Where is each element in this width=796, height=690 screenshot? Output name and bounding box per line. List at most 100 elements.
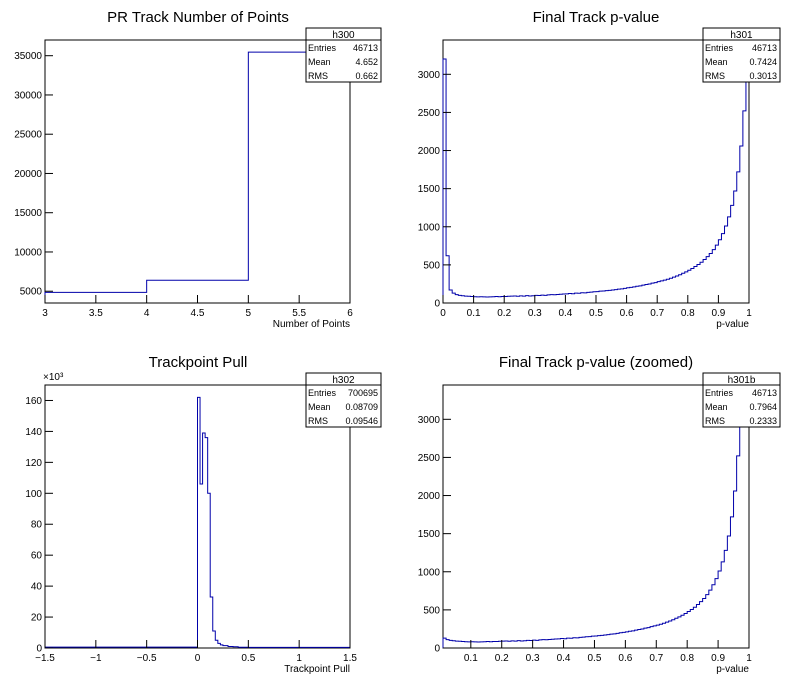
y-tick-label: 120	[25, 458, 42, 469]
stats-label: Entries	[308, 43, 337, 53]
y-tick-label: 2000	[418, 491, 441, 502]
stats-label: Mean	[705, 57, 728, 67]
x-tick-label: −1.5	[35, 653, 55, 664]
stats-value: 46713	[353, 43, 378, 53]
x-tick-label: 6	[347, 308, 353, 319]
x-tick-label: 0	[195, 653, 201, 664]
y-tick-label: 10000	[14, 247, 42, 258]
stats-label: RMS	[705, 416, 725, 426]
y-tick-label: 5000	[20, 287, 43, 298]
x-tick-label: 0.8	[680, 653, 694, 664]
y-tick-label: 2500	[418, 108, 441, 119]
chart-4: Final Track p-value (zoomed) 0 500 1000 1500…	[418, 354, 781, 675]
stats-value: 46713	[752, 43, 777, 53]
stats-label: Entries	[705, 43, 734, 53]
x-tick-label: 0.5	[589, 308, 603, 319]
stats-label: RMS	[705, 71, 725, 81]
y-tick-label: 140	[25, 427, 42, 438]
histogram-line	[44, 396, 350, 648]
stats-label: Mean	[705, 402, 728, 412]
x-tick-label: 0.7	[650, 308, 664, 319]
y-tick-label: 0	[36, 644, 42, 655]
histogram-line	[442, 58, 749, 303]
stats-name: h301b	[728, 375, 756, 386]
x-tick-label: 4	[144, 308, 150, 319]
stats-value: 0.3013	[749, 71, 777, 81]
y-multiplier: ×10³	[43, 372, 64, 383]
y-tick-label: 1500	[418, 529, 441, 540]
x-tick-label: 1	[746, 308, 752, 319]
chart-3: Trackpoint Pull 0 20 40 60 80 100 120 140 160 −1.5…	[25, 354, 382, 675]
x-tick-label: 5.5	[292, 308, 306, 319]
x-tick-label: 1	[746, 653, 752, 664]
x-tick-label: 0.5	[588, 653, 602, 664]
stats-value: 0.09546	[345, 416, 378, 426]
x-tick-label: 0.2	[495, 653, 509, 664]
y-tick-label: 3000	[418, 415, 441, 426]
x-tick-label: 5	[246, 308, 252, 319]
chart-1: PR Track Number of Points 5000 10000 15000 2…	[14, 9, 382, 330]
x-tick-label: 0.3	[526, 653, 540, 664]
stats-value: 0.662	[355, 71, 378, 81]
x-tick-label: 0.9	[711, 308, 725, 319]
stats-name: h302	[332, 375, 355, 386]
y-tick-label: 500	[423, 605, 440, 616]
x-tick-label: 0.1	[467, 308, 481, 319]
chart-title: Final Track p-value (zoomed)	[499, 354, 693, 371]
stats-frame	[305, 27, 382, 83]
y-tick-label: 35000	[14, 51, 42, 62]
stats-box: h300 Entries 46713 Mean 4.652 RMS 0.662	[305, 27, 382, 83]
stats-frame	[702, 372, 781, 428]
x-tick-label: 0.3	[528, 308, 542, 319]
x-tick-label: 4.5	[191, 308, 205, 319]
x-axis-label: p-value	[716, 664, 749, 675]
stats-box: h301 Entries 46713 Mean 0.7424 RMS 0.3013	[702, 27, 781, 83]
chart-title: PR Track Number of Points	[107, 9, 289, 26]
stats-box: h302 Entries 700695 Mean 0.08709 RMS 0.09546	[305, 372, 382, 428]
x-tick-label: 0.6	[618, 653, 632, 664]
histogram-line	[44, 51, 350, 303]
y-tick-label: 20000	[14, 169, 42, 180]
plot-frame	[442, 384, 750, 649]
x-tick-label: 0.7	[649, 653, 663, 664]
y-tick-label: 2500	[418, 453, 441, 464]
y-tick-label: 1000	[418, 222, 441, 233]
y-tick-label: 1500	[418, 184, 441, 195]
x-axis-label: p-value	[716, 319, 749, 330]
y-tick-label: 3000	[418, 70, 441, 81]
y-tick-label: 160	[25, 396, 42, 407]
y-tick-label: 30000	[14, 90, 42, 101]
stats-label: Entries	[308, 388, 337, 398]
y-tick-label: 0	[434, 644, 440, 655]
x-tick-label: 3	[42, 308, 48, 319]
y-tick-label: 2000	[418, 146, 441, 157]
y-tick-label: 80	[31, 520, 43, 531]
stats-value: 4.652	[355, 57, 378, 67]
stats-name: h300	[332, 30, 355, 41]
y-tick-label: 100	[25, 489, 42, 500]
stats-frame	[305, 372, 382, 428]
y-tick-label: 1000	[418, 567, 441, 578]
histogram-line	[442, 392, 749, 648]
y-tick-label: 40	[31, 582, 43, 593]
x-tick-label: 0.2	[497, 308, 511, 319]
y-tick-label: 500	[423, 260, 440, 271]
x-tick-label: 1	[296, 653, 302, 664]
x-tick-label: 0	[440, 308, 446, 319]
y-tick-label: 25000	[14, 130, 42, 141]
stats-label: Entries	[705, 388, 734, 398]
chart-2: Final Track p-value 0 500 1000 1500 2000 2500 3…	[418, 9, 781, 330]
stats-label: Mean	[308, 57, 331, 67]
y-tick-label: 60	[31, 551, 43, 562]
x-tick-label: 0.4	[558, 308, 572, 319]
stats-value: 0.08709	[345, 402, 378, 412]
x-axis-label: Trackpoint Pull	[284, 664, 350, 675]
y-tick-label: 0	[434, 299, 440, 310]
x-tick-label: 3.5	[89, 308, 103, 319]
x-tick-label: 0.8	[681, 308, 695, 319]
stats-value: 46713	[752, 388, 777, 398]
stats-value: 0.7424	[749, 57, 777, 67]
stats-value: 700695	[348, 388, 378, 398]
